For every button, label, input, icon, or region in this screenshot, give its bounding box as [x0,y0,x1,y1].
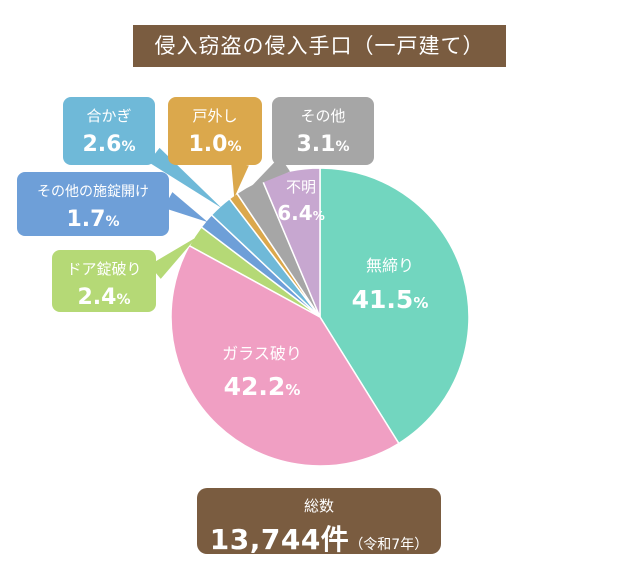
total-box: 総数 13,744件（令和7年） [197,488,441,556]
slice-2-callout-box [52,250,156,312]
slice-6-value: 3.1% [296,132,349,157]
total-value: 13,744件 [209,523,350,556]
total-label: 総数 [303,497,334,515]
slice-5-value: 1.0% [188,132,241,157]
slice-5-callout-box [168,97,262,165]
slice-5-label: 戸外し [192,107,237,125]
slice-3-label: その他の施錠開け [37,184,149,200]
slice-0-wedge [319,167,470,445]
slice-1-value: 42.2% [224,372,301,401]
slice-7-label: 不明 [286,178,316,196]
slice-3-value: 1.7% [66,207,119,232]
slice-1-wedge [170,244,400,467]
slice-0-label: 無締り [366,256,414,275]
slice-1-label: ガラス破り [222,344,302,363]
slice-4-callout-pointer [148,147,222,208]
slice-4-value: 2.6% [82,132,135,157]
pie-callouts: ドア錠破り 2.4% その他の施錠開け 1.7% 合かぎ 2.6% 戸外し 1.0% その他 3.… [17,97,374,312]
slice-5-callout-pointer [231,162,249,198]
slice-2-value: 2.4% [77,285,130,310]
slice-4-label: 合かぎ [86,107,131,125]
slice-3-callout-pointer [163,192,208,223]
slice-6-callout-box [272,97,374,165]
total-line: 13,744件（令和7年） [197,518,441,558]
slice-3-callout-box [17,172,169,236]
pie-slices [170,167,470,467]
chart-title: 侵入窃盗の侵入手口（一戸建て） [133,25,506,67]
slice-6-label: その他 [300,107,345,125]
total-suffix: （令和7年） [349,537,429,553]
slice-0-value: 41.5% [352,285,429,314]
slice-2-label: ドア錠破り [66,260,141,278]
pie-inner-labels: 無締り 41.5% ガラス破り 42.2% 不明 6.4% [222,178,428,401]
slice-2-callout-pointer [149,237,197,279]
slice-7-value: 6.4% [277,201,324,225]
slice-4-callout-box [63,97,155,165]
